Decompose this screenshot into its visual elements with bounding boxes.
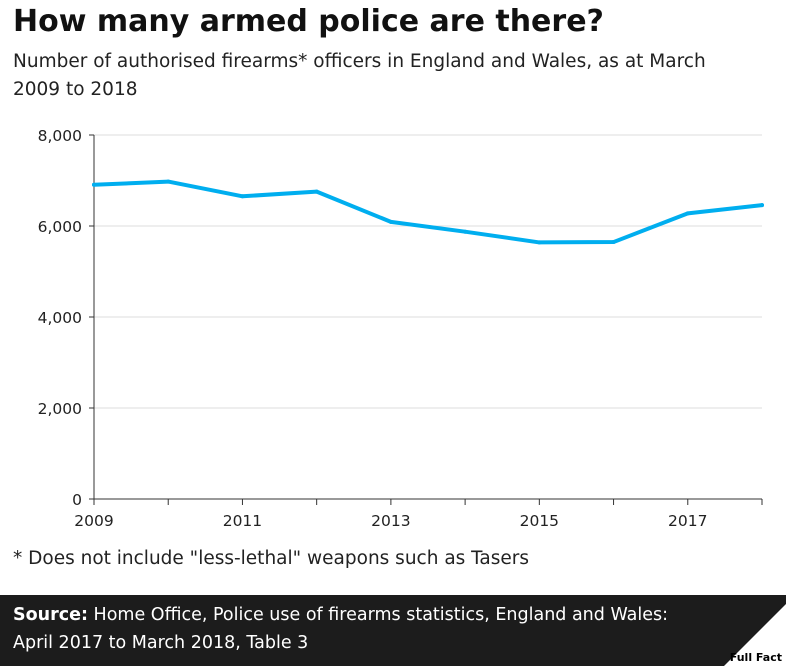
series-line	[92, 179, 764, 245]
x-tick-label: 2011	[223, 512, 262, 530]
x-tick-label: 2013	[371, 512, 410, 530]
data-point	[537, 240, 542, 245]
data-point	[760, 203, 764, 208]
data-point	[92, 182, 96, 187]
footnote: * Does not include "less-lethal" weapons…	[13, 548, 530, 569]
x-tick-label: 2015	[520, 512, 559, 530]
y-tick-label: 8,000	[38, 127, 82, 145]
y-tick-label: 4,000	[38, 309, 82, 327]
full-fact-logo: Full Fact	[724, 604, 786, 666]
source-label: Source:	[13, 605, 88, 625]
line-chart: 0 2,000 4,000 6,000 8,000 2009 2011 2013 2015 201…	[38, 127, 764, 530]
logo-triangle-icon	[724, 604, 786, 666]
chart-subtitle: Number of authorised firearms* officers …	[13, 51, 706, 100]
data-point	[240, 194, 245, 199]
data-point	[685, 211, 690, 216]
x-tick-label: 2009	[74, 512, 113, 530]
y-tick-label: 6,000	[38, 218, 82, 236]
logo-text: Full Fact	[729, 651, 782, 664]
data-point	[166, 179, 171, 184]
data-point	[463, 229, 468, 234]
x-tick-label: 2017	[668, 512, 707, 530]
data-point	[314, 189, 319, 194]
source-citation: Home Office, Police use of firearms stat…	[13, 605, 668, 653]
source-text: Source: Home Office, Police use of firea…	[13, 601, 703, 657]
data-point	[388, 219, 393, 224]
source-bar: Source: Home Office, Police use of firea…	[0, 595, 786, 666]
chart-title: How many armed police are there?	[13, 4, 604, 39]
data-point	[611, 240, 616, 245]
y-tick-label: 2,000	[38, 400, 82, 418]
y-tick-label: 0	[72, 491, 82, 509]
